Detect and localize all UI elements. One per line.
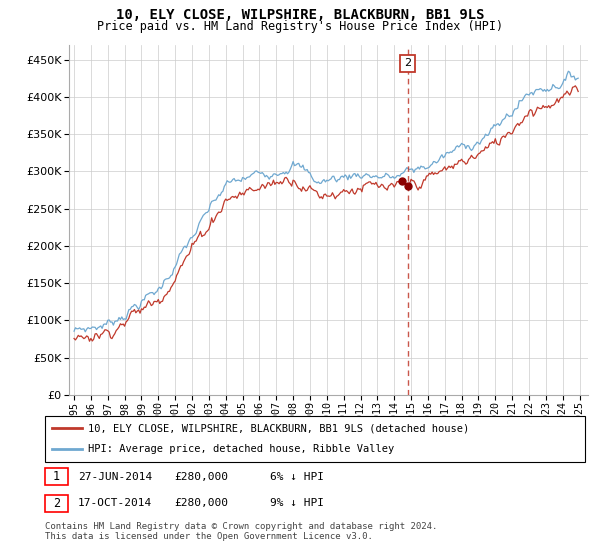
Text: 10, ELY CLOSE, WILPSHIRE, BLACKBURN, BB1 9LS (detached house): 10, ELY CLOSE, WILPSHIRE, BLACKBURN, BB1… bbox=[88, 423, 469, 433]
Text: 2: 2 bbox=[404, 58, 411, 68]
Text: 6% ↓ HPI: 6% ↓ HPI bbox=[270, 472, 324, 482]
Text: Contains HM Land Registry data © Crown copyright and database right 2024.
This d: Contains HM Land Registry data © Crown c… bbox=[45, 522, 437, 542]
Text: 2: 2 bbox=[53, 497, 60, 510]
Text: £280,000: £280,000 bbox=[174, 472, 228, 482]
Text: 9% ↓ HPI: 9% ↓ HPI bbox=[270, 498, 324, 508]
Text: 1: 1 bbox=[53, 470, 60, 483]
Text: Price paid vs. HM Land Registry's House Price Index (HPI): Price paid vs. HM Land Registry's House … bbox=[97, 20, 503, 32]
Text: 27-JUN-2014: 27-JUN-2014 bbox=[78, 472, 152, 482]
Text: 17-OCT-2014: 17-OCT-2014 bbox=[78, 498, 152, 508]
Text: £280,000: £280,000 bbox=[174, 498, 228, 508]
Text: HPI: Average price, detached house, Ribble Valley: HPI: Average price, detached house, Ribb… bbox=[88, 445, 394, 455]
Text: 10, ELY CLOSE, WILPSHIRE, BLACKBURN, BB1 9LS: 10, ELY CLOSE, WILPSHIRE, BLACKBURN, BB1… bbox=[116, 8, 484, 22]
